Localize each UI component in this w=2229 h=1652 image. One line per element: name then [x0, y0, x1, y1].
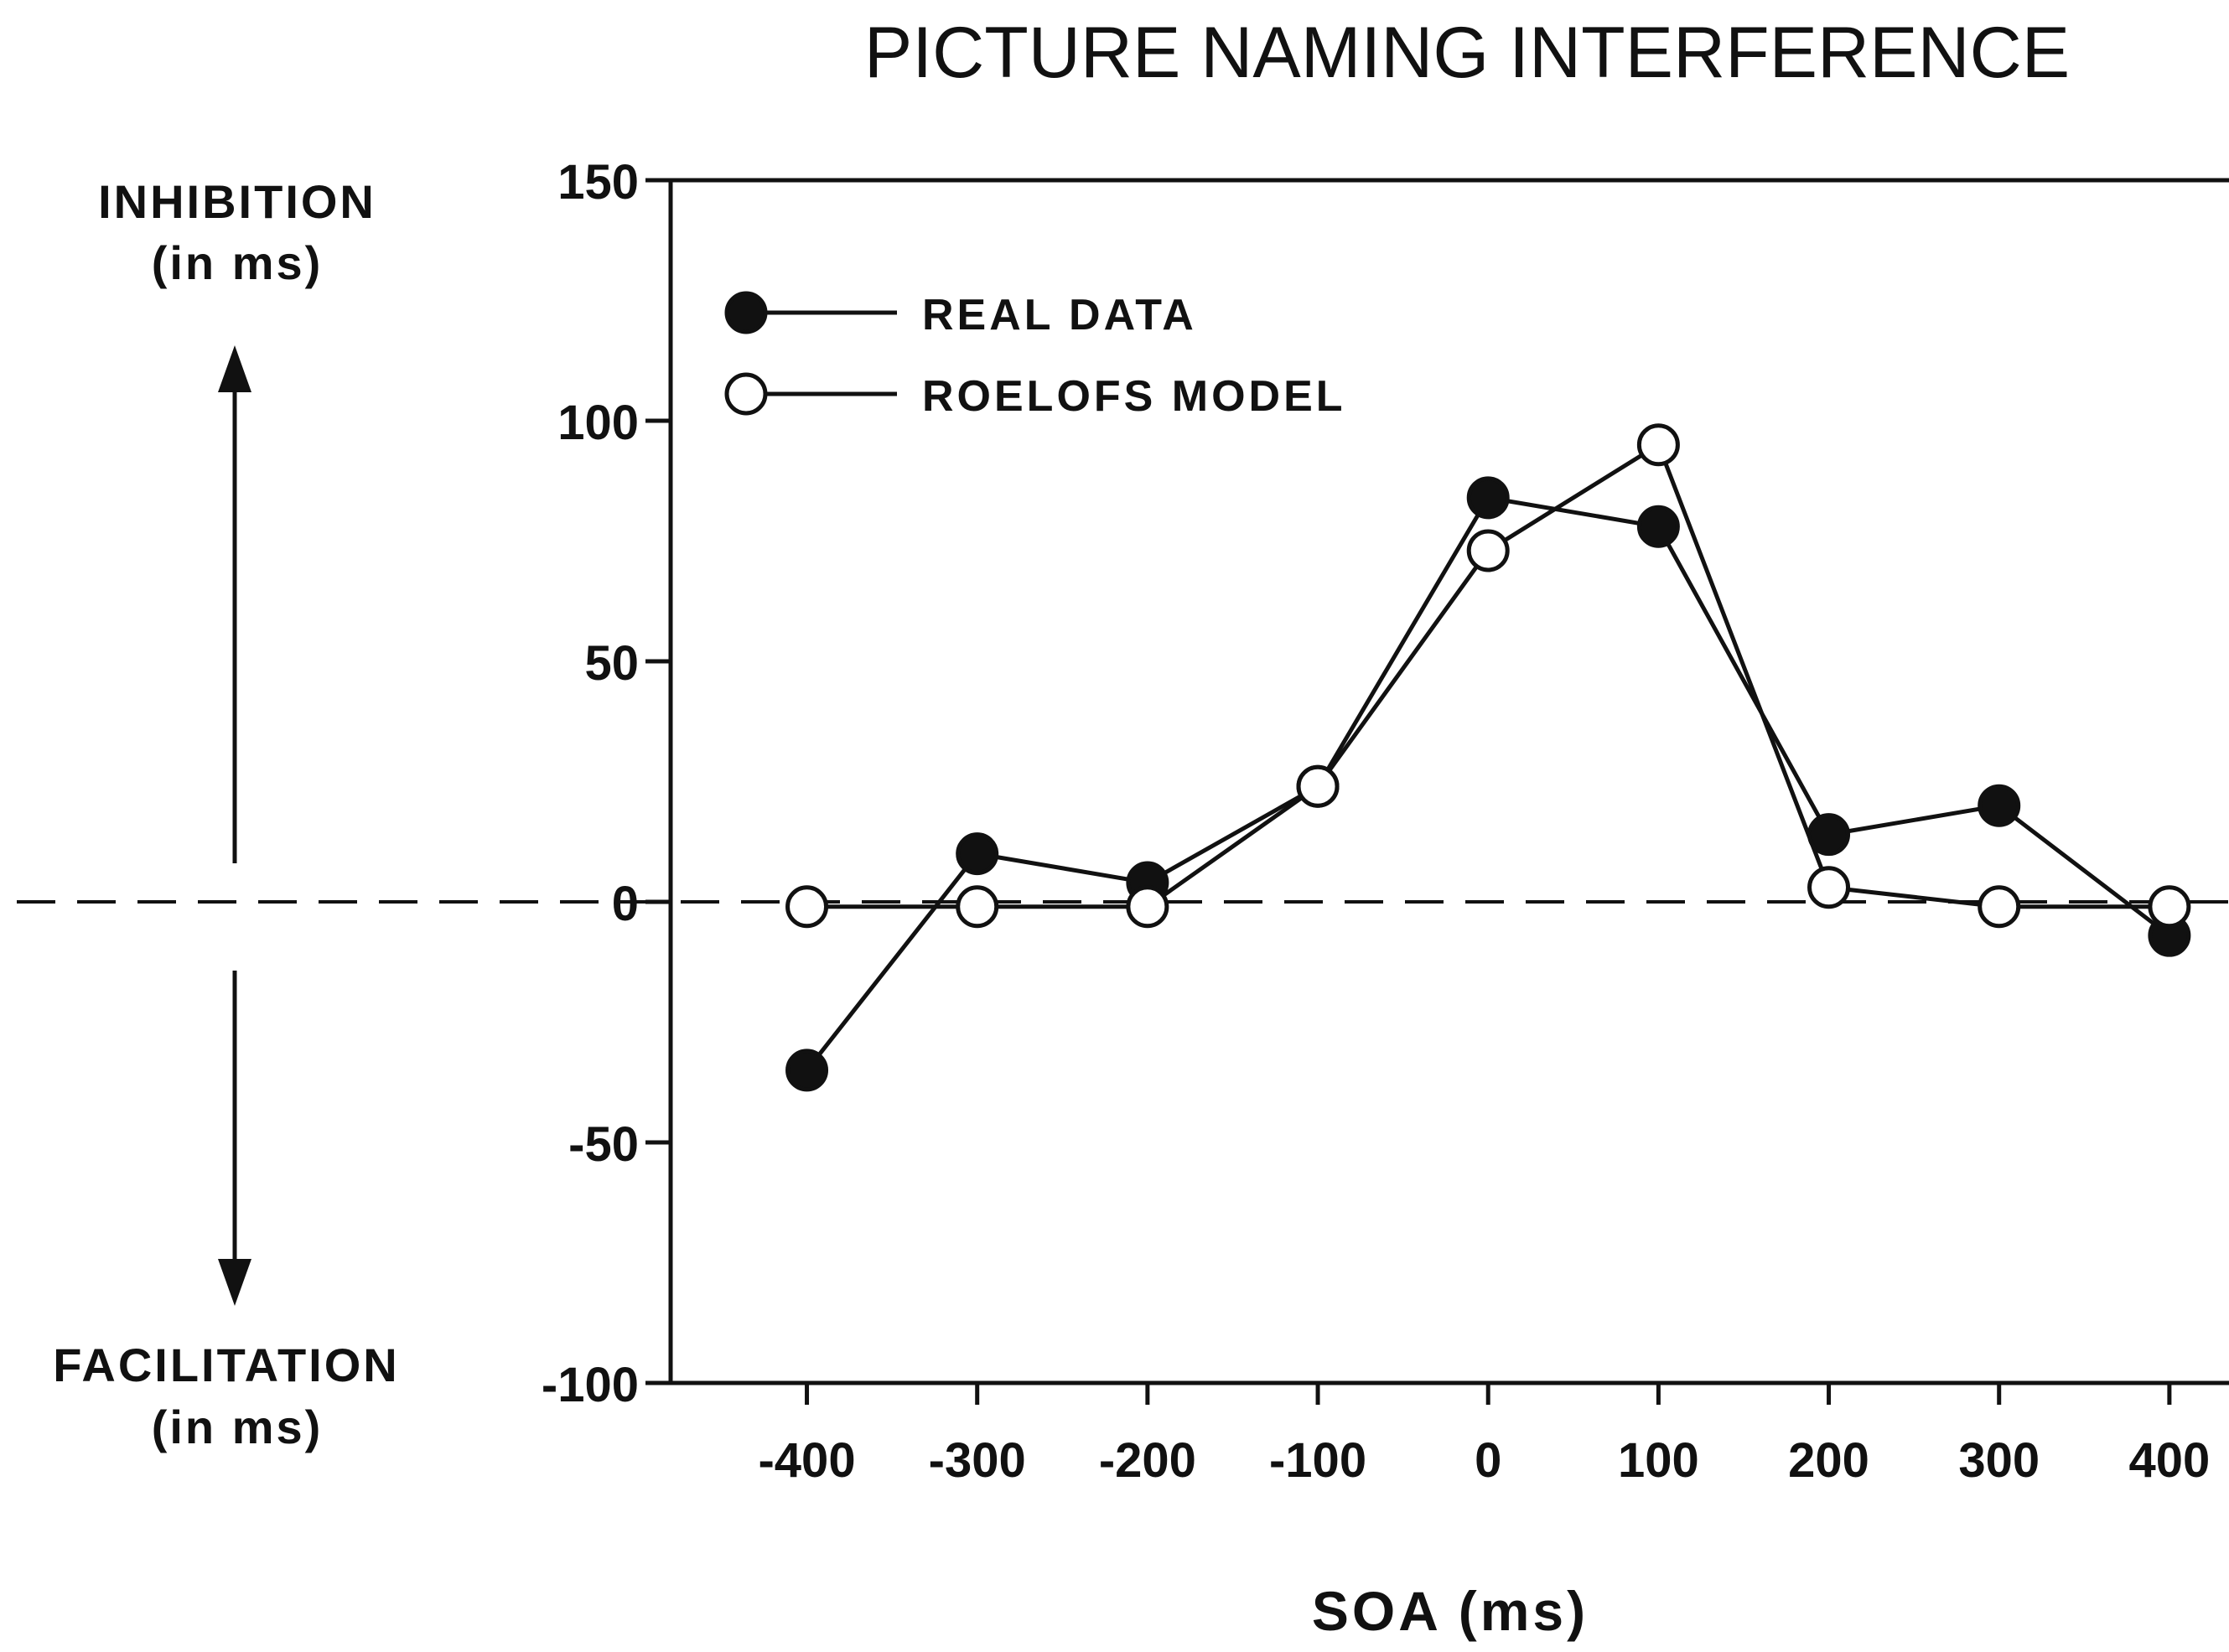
- x-tick-label: -100: [1269, 1433, 1366, 1488]
- x-axis-label: SOA (ms): [1312, 1580, 1589, 1642]
- x-tick-label: -300: [929, 1433, 1026, 1488]
- ylabel-top-line-2: (in ms): [152, 236, 324, 289]
- y-tick-label: 0: [612, 877, 639, 931]
- data-point: [1636, 505, 1680, 548]
- series-line: [805, 495, 2171, 1072]
- axes: 150 100 50 0 -50 -100 -400 -300 -200 -100 0 100 200 3…: [17, 155, 2229, 1488]
- y-tick-label: -50: [568, 1117, 639, 1172]
- y-tick-label: 150: [557, 155, 639, 210]
- series-layer: [785, 423, 2191, 1092]
- chart-title: PICTURE NAMING INTERFERENCE: [864, 13, 2070, 93]
- data-point: [956, 885, 999, 929]
- legend-marker: [724, 372, 768, 416]
- x-tick-label: -200: [1099, 1433, 1196, 1488]
- x-tick-label: -400: [758, 1433, 855, 1488]
- data-point: [2148, 885, 2191, 929]
- data-point: [1466, 476, 1510, 520]
- legend-item: ROELOFS MODEL: [724, 372, 1346, 421]
- x-tick-label: 100: [1618, 1433, 1699, 1488]
- x-tick-label: 200: [1788, 1433, 1869, 1488]
- facilitation-arrow-head: [218, 1259, 251, 1306]
- data-point: [1466, 529, 1510, 572]
- y-tick-label: 50: [584, 636, 639, 691]
- x-tick-label: 0: [1475, 1433, 1501, 1488]
- x-tick-label: 400: [2129, 1433, 2211, 1488]
- ylabel-bottom-line-1: FACILITATION: [53, 1339, 399, 1391]
- y-tick-label: 100: [557, 396, 639, 450]
- data-point: [785, 1049, 829, 1092]
- legend-label: REAL DATA: [922, 291, 1197, 339]
- x-tick-label: 300: [1958, 1433, 2040, 1488]
- data-point: [1978, 784, 2021, 827]
- legend: REAL DATA ROELOFS MODEL: [724, 291, 1346, 421]
- series-roelofs-model: [785, 423, 2191, 929]
- legend-item: REAL DATA: [724, 291, 1197, 339]
- inhibition-arrow-head: [218, 345, 251, 392]
- ylabel-top-line-1: INHIBITION: [98, 175, 376, 228]
- data-point: [956, 832, 999, 876]
- data-point: [1807, 866, 1851, 909]
- data-point: [1296, 764, 1340, 808]
- ylabel-bottom-line-2: (in ms): [152, 1401, 324, 1453]
- data-point: [785, 885, 829, 929]
- legend-marker: [724, 291, 768, 334]
- y-tick-label: -100: [542, 1358, 639, 1412]
- legend-label: ROELOFS MODEL: [922, 372, 1346, 421]
- data-point: [1636, 423, 1680, 467]
- data-point: [1978, 885, 2021, 929]
- data-point: [1126, 885, 1169, 929]
